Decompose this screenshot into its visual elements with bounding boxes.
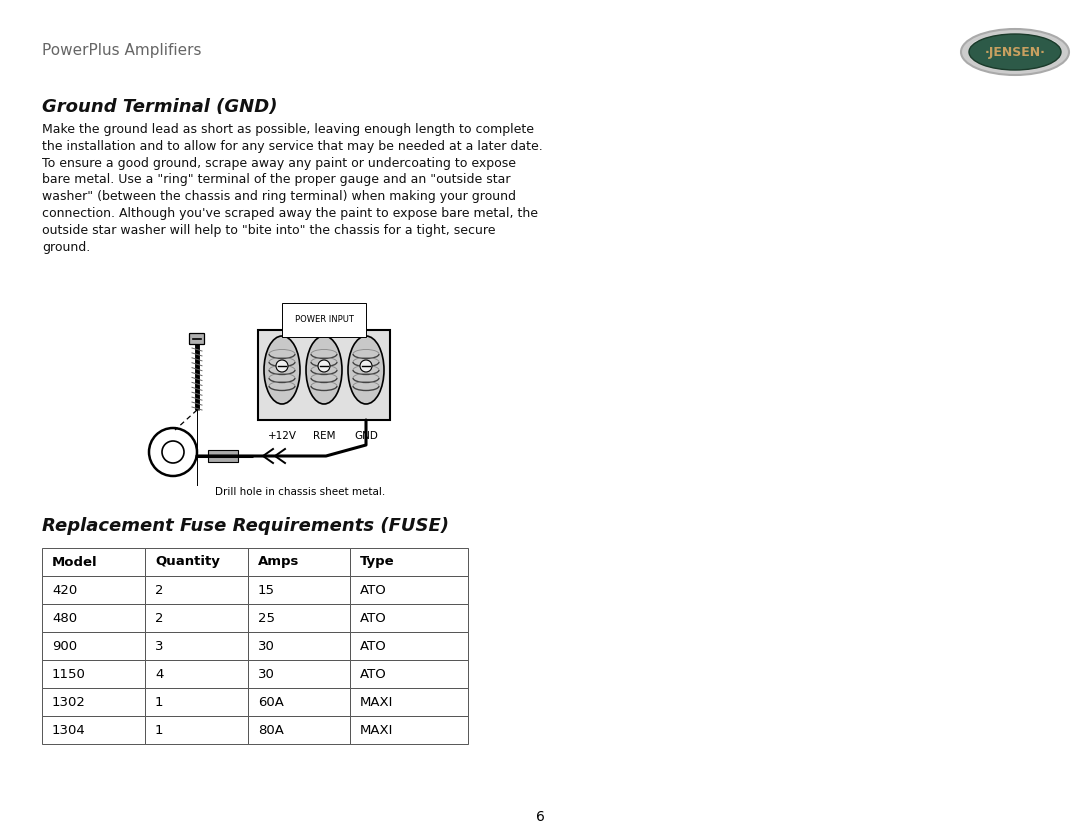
Text: Type: Type [360,555,394,569]
Text: +12V: +12V [268,431,297,441]
Text: 25: 25 [258,611,275,625]
Text: Replacement Fuse Requirements (FUSE): Replacement Fuse Requirements (FUSE) [42,517,449,535]
Text: 2: 2 [156,611,163,625]
Text: 480: 480 [52,611,77,625]
Text: ATO: ATO [360,640,387,652]
Text: ATO: ATO [360,584,387,596]
Text: PowerPlus Amplifiers: PowerPlus Amplifiers [42,43,202,58]
Text: washer" (between the chassis and ring terminal) when making your ground: washer" (between the chassis and ring te… [42,190,516,203]
Text: Drill hole in chassis sheet metal.: Drill hole in chassis sheet metal. [215,487,386,497]
Bar [350,660,468,688]
Bar [42,688,145,716]
Text: the installation and to allow for any service that may be needed at a later date: the installation and to allow for any se… [42,140,543,153]
Bar [42,604,145,632]
Bar [42,716,145,744]
Text: 60A: 60A [258,696,284,709]
Text: MAXI: MAXI [360,696,393,709]
Bar [248,632,350,660]
Text: outside star washer will help to "bite into" the chassis for a tight, secure: outside star washer will help to "bite i… [42,224,496,237]
Text: 3: 3 [156,640,163,652]
Text: ·JENSEN·: ·JENSEN· [985,46,1045,58]
Text: Make the ground lead as short as possible, leaving enough length to complete: Make the ground lead as short as possibl… [42,123,534,136]
Text: ground.: ground. [42,240,91,254]
Bar [42,660,145,688]
Text: connection. Although you've scraped away the paint to expose bare metal, the: connection. Although you've scraped away… [42,207,538,220]
Bar [350,576,468,604]
Bar [145,716,248,744]
Text: 30: 30 [258,640,275,652]
Text: Model: Model [52,555,97,569]
Bar [42,548,145,576]
Ellipse shape [961,29,1069,75]
Text: 900: 900 [52,640,77,652]
Text: To ensure a good ground, scrape away any paint or undercoating to expose: To ensure a good ground, scrape away any… [42,157,516,169]
Text: 420: 420 [52,584,78,596]
Ellipse shape [348,336,384,404]
Bar [145,576,248,604]
Text: ATO: ATO [360,667,387,681]
Bar [145,688,248,716]
Ellipse shape [264,336,300,404]
Bar [350,688,468,716]
Bar [42,576,145,604]
Text: 6: 6 [536,810,544,824]
Circle shape [360,360,372,372]
Text: MAXI: MAXI [360,724,393,736]
Ellipse shape [972,36,1057,52]
Text: REM: REM [313,431,335,441]
Bar [350,632,468,660]
Bar [145,660,248,688]
Text: 1: 1 [156,696,163,709]
Text: 15: 15 [258,584,275,596]
Text: POWER INPUT: POWER INPUT [295,315,353,324]
Bar [258,330,390,420]
Text: Ground Terminal (GND): Ground Terminal (GND) [42,98,278,116]
Bar [248,716,350,744]
Text: Quantity: Quantity [156,555,220,569]
Bar [42,632,145,660]
FancyBboxPatch shape [189,334,204,344]
Bar [350,716,468,744]
Text: Amps: Amps [258,555,299,569]
Text: bare metal. Use a "ring" terminal of the proper gauge and an "outside star: bare metal. Use a "ring" terminal of the… [42,173,511,187]
Circle shape [162,441,184,463]
Bar [248,604,350,632]
Bar [145,632,248,660]
Bar [248,548,350,576]
Ellipse shape [306,336,342,404]
Text: 30: 30 [258,667,275,681]
Circle shape [276,360,288,372]
Text: 1304: 1304 [52,724,85,736]
Text: GND: GND [354,431,378,441]
Text: 1150: 1150 [52,667,86,681]
Bar [248,576,350,604]
Bar [208,450,238,462]
Bar [248,688,350,716]
Bar [145,548,248,576]
Circle shape [318,360,330,372]
Text: 1: 1 [156,724,163,736]
Bar [350,604,468,632]
Bar [248,660,350,688]
Text: 2: 2 [156,584,163,596]
Text: 80A: 80A [258,724,284,736]
Bar [350,548,468,576]
Text: 4: 4 [156,667,163,681]
Circle shape [149,428,197,476]
Text: 1302: 1302 [52,696,86,709]
Ellipse shape [969,34,1061,70]
Text: ATO: ATO [360,611,387,625]
Bar [145,604,248,632]
